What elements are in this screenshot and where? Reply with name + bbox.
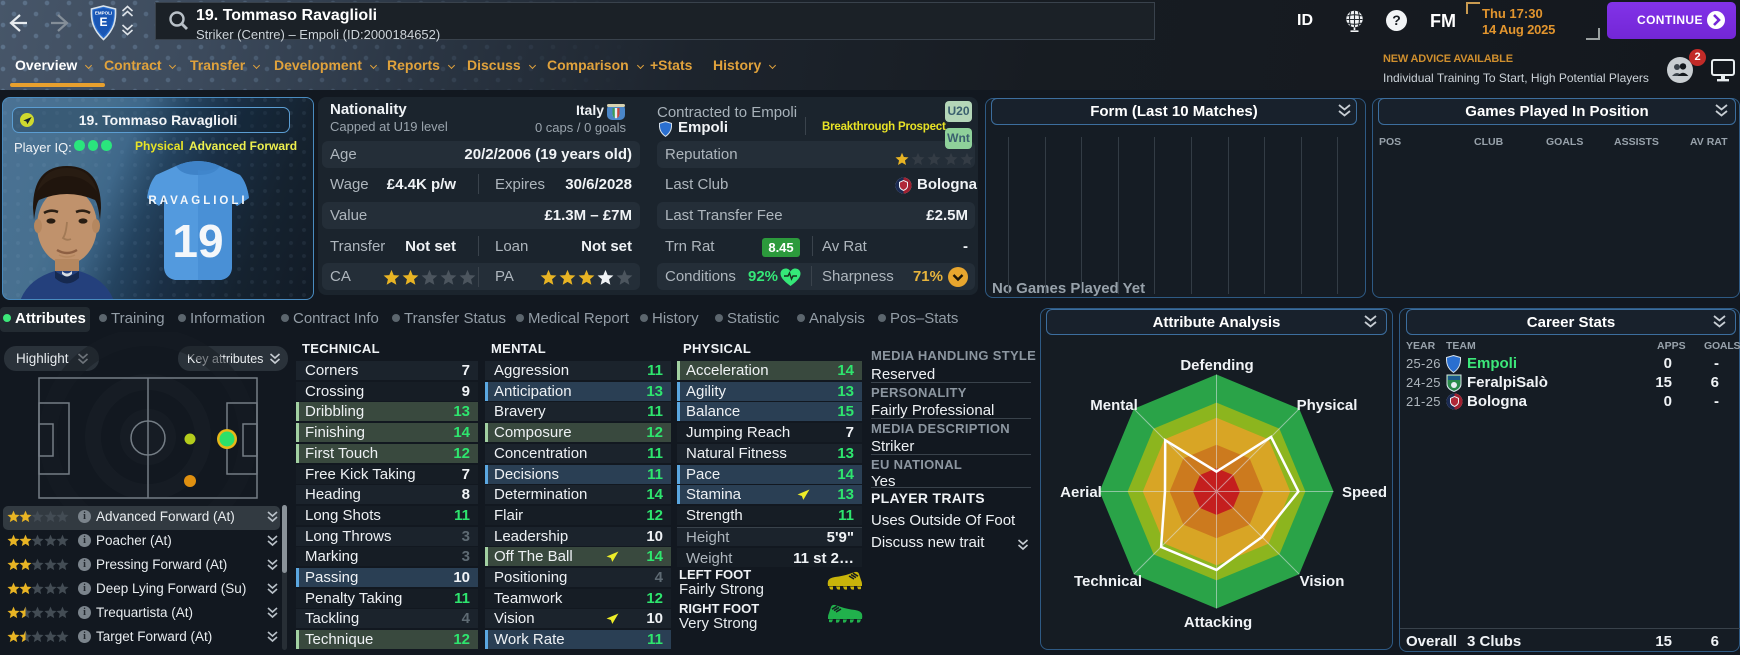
svg-text:19: 19 — [172, 215, 223, 267]
svg-text:EMPOLI: EMPOLI — [95, 11, 112, 16]
svg-text:E: E — [99, 15, 107, 29]
svg-text:RAVAGLIOLI: RAVAGLIOLI — [148, 195, 247, 207]
